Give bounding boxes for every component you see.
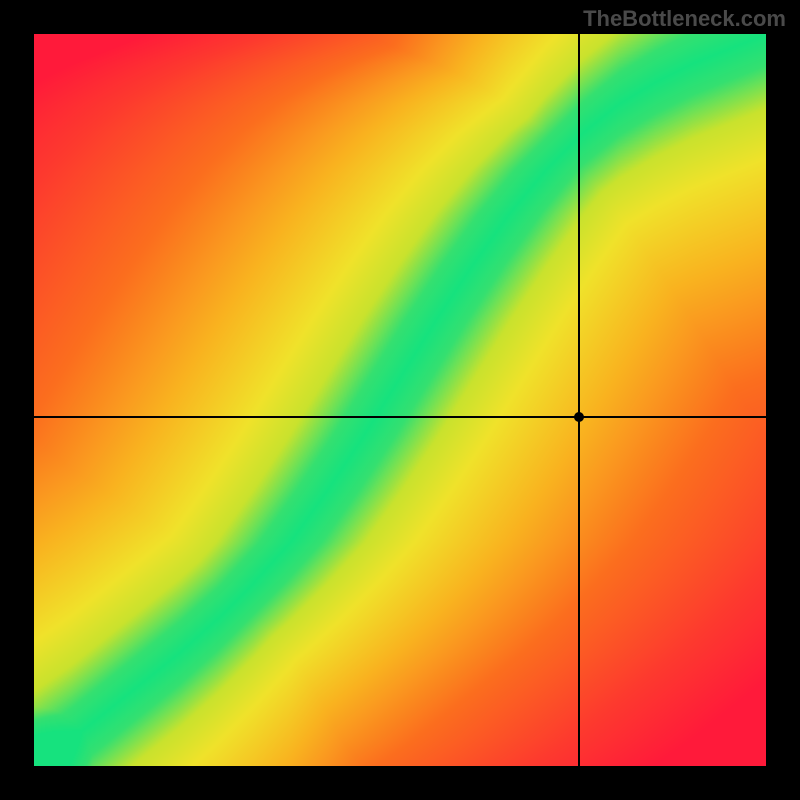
crosshair-marker <box>574 412 584 422</box>
crosshair-vertical <box>578 34 580 766</box>
attribution-text: TheBottleneck.com <box>583 6 786 32</box>
crosshair-horizontal <box>34 416 766 418</box>
bottleneck-heatmap <box>34 34 766 766</box>
